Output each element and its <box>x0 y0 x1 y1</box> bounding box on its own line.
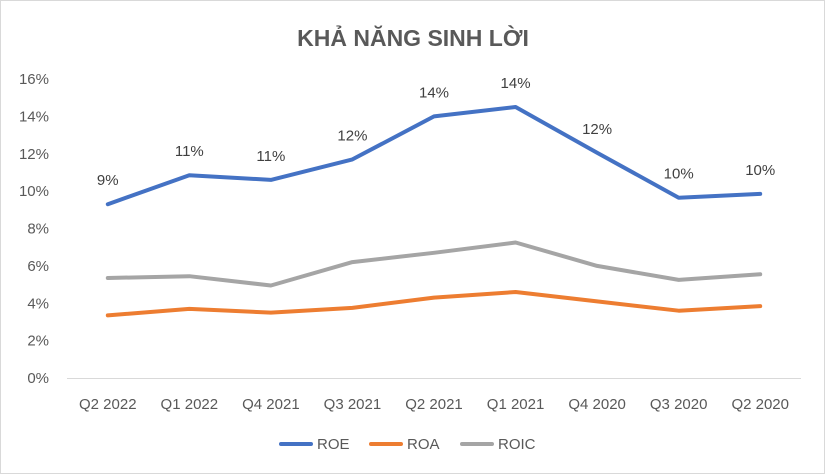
y-tick-label: 0% <box>27 370 49 387</box>
y-tick-label: 14% <box>19 108 49 125</box>
x-tick-label: Q2 2022 <box>79 396 137 413</box>
data-label: 14% <box>501 75 531 92</box>
data-label: 10% <box>745 162 775 179</box>
x-axis: Q2 2022 Q1 2022 Q4 2021 Q3 2021 Q2 2021 Q1 20… <box>79 396 789 413</box>
x-tick-label: Q3 2020 <box>650 396 708 413</box>
x-tick-label: Q4 2020 <box>568 396 626 413</box>
plot-series <box>105 105 763 318</box>
data-label: 12% <box>337 127 367 144</box>
data-labels: 9% 11% 11% 12% 14% 14% 12% 10% 10% <box>97 75 775 189</box>
x-tick-label: Q2 2021 <box>405 396 463 413</box>
legend-label-roic: ROIC <box>498 436 536 453</box>
data-label: 10% <box>664 166 694 183</box>
x-tick-label: Q1 2022 <box>161 396 219 413</box>
legend-label-roa: ROA <box>407 436 440 453</box>
y-tick-label: 6% <box>27 258 49 275</box>
x-tick-label: Q2 2020 <box>731 396 789 413</box>
y-tick-label: 16% <box>19 71 49 88</box>
x-tick-label: Q1 2021 <box>487 396 545 413</box>
series-line-roe <box>105 105 763 207</box>
data-label: 11% <box>256 148 285 165</box>
chart-title: KHẢ NĂNG SINH LỜI <box>297 23 529 51</box>
y-tick-label: 10% <box>19 183 49 200</box>
series-line-roa <box>105 290 763 318</box>
data-label: 11% <box>175 143 204 160</box>
data-label: 12% <box>582 121 612 138</box>
series-line-roic <box>105 240 763 288</box>
data-label: 14% <box>419 84 449 101</box>
y-tick-label: 4% <box>27 295 49 312</box>
legend-label-roe: ROE <box>317 436 350 453</box>
legend: ROE ROA ROIC <box>279 436 536 453</box>
y-axis: 0% 2% 4% 6% 8% 10% 12% 14% 16% <box>19 71 49 387</box>
data-label: 9% <box>97 172 119 189</box>
y-tick-label: 8% <box>27 221 49 238</box>
x-tick-label: Q3 2021 <box>324 396 382 413</box>
y-tick-label: 2% <box>27 333 49 350</box>
y-tick-label: 12% <box>19 146 49 163</box>
x-tick-label: Q4 2021 <box>242 396 300 413</box>
